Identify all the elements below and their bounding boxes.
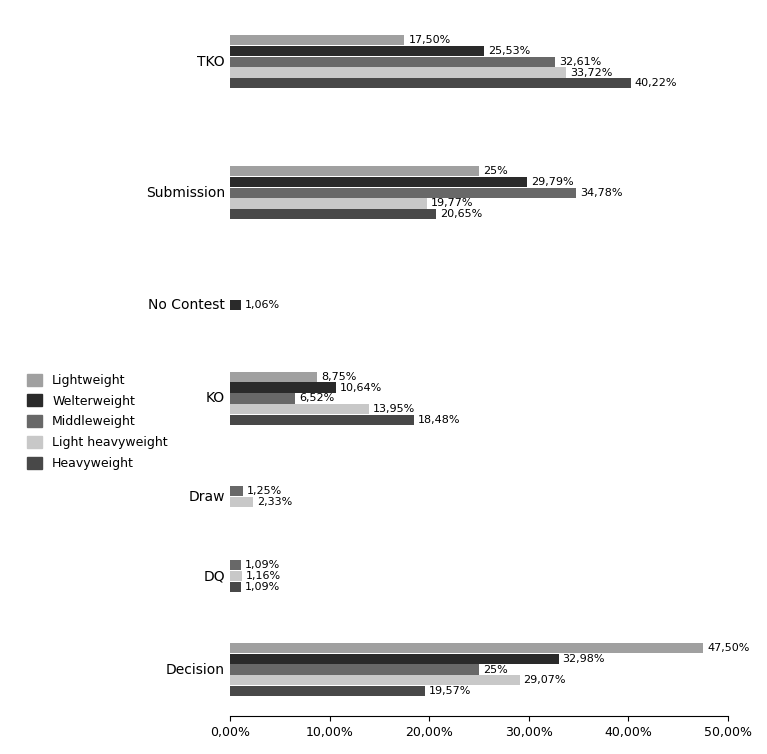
Text: 1,09%: 1,09%: [245, 560, 280, 570]
Bar: [230, 382, 336, 393]
Text: 1,16%: 1,16%: [245, 571, 281, 581]
Text: 25%: 25%: [483, 664, 508, 675]
Text: 25,53%: 25,53%: [489, 46, 531, 56]
Bar: [230, 46, 484, 56]
Bar: [230, 415, 414, 425]
Text: 19,77%: 19,77%: [431, 198, 473, 208]
Text: 34,78%: 34,78%: [581, 188, 623, 198]
Bar: [230, 176, 527, 187]
Text: 8,75%: 8,75%: [321, 372, 357, 382]
Bar: [230, 571, 242, 581]
Bar: [230, 560, 241, 571]
Bar: [230, 35, 404, 45]
Bar: [230, 686, 425, 696]
Bar: [230, 198, 427, 209]
Text: No Contest: No Contest: [148, 298, 225, 312]
Text: 10,64%: 10,64%: [340, 382, 382, 393]
Bar: [230, 581, 241, 592]
Bar: [230, 643, 703, 653]
Text: TKO: TKO: [197, 55, 225, 69]
Text: 19,57%: 19,57%: [429, 686, 472, 696]
Bar: [230, 664, 479, 675]
Text: 32,98%: 32,98%: [562, 654, 605, 664]
Bar: [230, 654, 558, 664]
Text: Decision: Decision: [166, 663, 225, 676]
Text: DQ: DQ: [203, 569, 225, 583]
Bar: [230, 372, 318, 382]
Text: 1,25%: 1,25%: [246, 486, 281, 496]
Bar: [230, 67, 566, 78]
Bar: [230, 404, 369, 414]
Text: KO: KO: [206, 391, 225, 406]
Bar: [230, 166, 479, 176]
Bar: [230, 486, 242, 496]
Legend: Lightweight, Welterweight, Middleweight, Light heavyweight, Heavyweight: Lightweight, Welterweight, Middleweight,…: [28, 374, 168, 470]
Bar: [230, 300, 241, 310]
Text: 17,50%: 17,50%: [408, 35, 450, 45]
Bar: [230, 497, 253, 507]
Bar: [230, 675, 519, 685]
Text: 18,48%: 18,48%: [418, 415, 461, 425]
Bar: [230, 188, 577, 198]
Text: 2,33%: 2,33%: [257, 497, 292, 507]
Bar: [230, 394, 295, 403]
Text: 20,65%: 20,65%: [439, 209, 482, 219]
Text: 29,07%: 29,07%: [524, 676, 566, 685]
Text: 33,72%: 33,72%: [570, 68, 612, 78]
Bar: [230, 78, 630, 88]
Text: 25%: 25%: [483, 166, 508, 176]
Text: 32,61%: 32,61%: [559, 57, 601, 67]
Text: 1,06%: 1,06%: [245, 300, 280, 310]
Bar: [230, 57, 555, 67]
Text: 40,22%: 40,22%: [634, 78, 677, 88]
Text: 47,50%: 47,50%: [707, 643, 749, 653]
Bar: [230, 209, 436, 219]
Text: Draw: Draw: [189, 489, 225, 504]
Text: 6,52%: 6,52%: [299, 394, 334, 403]
Text: Submission: Submission: [146, 185, 225, 200]
Text: 29,79%: 29,79%: [531, 177, 574, 187]
Text: 13,95%: 13,95%: [373, 404, 415, 414]
Text: 1,09%: 1,09%: [245, 582, 280, 592]
